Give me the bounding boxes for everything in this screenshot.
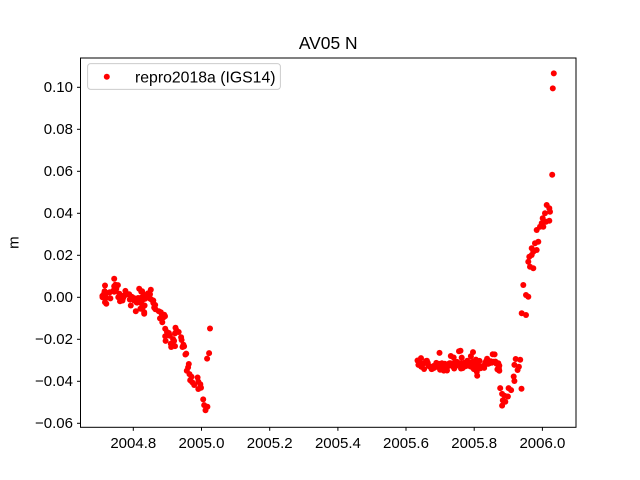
svg-text:−0.04: −0.04 [35,373,73,390]
svg-text:2005.0: 2005.0 [179,435,225,452]
svg-text:2005.6: 2005.6 [383,435,429,452]
svg-text:0.04: 0.04 [44,205,73,222]
svg-text:0.10: 0.10 [44,79,73,96]
svg-text:repro2018a (IGS14): repro2018a (IGS14) [135,70,276,87]
svg-text:AV05 N: AV05 N [299,33,358,53]
svg-text:2005.4: 2005.4 [315,435,361,452]
svg-text:2006.0: 2006.0 [519,435,565,452]
svg-text:0.08: 0.08 [44,121,73,138]
svg-text:−0.06: −0.06 [35,415,73,432]
svg-text:m: m [6,236,23,249]
svg-text:2005.2: 2005.2 [247,435,293,452]
svg-text:0.06: 0.06 [44,163,73,180]
svg-text:2004.8: 2004.8 [110,435,156,452]
svg-text:2005.8: 2005.8 [451,435,497,452]
svg-text:0.02: 0.02 [44,247,73,264]
svg-text:−0.02: −0.02 [35,331,73,348]
svg-text:0.00: 0.00 [44,289,73,306]
